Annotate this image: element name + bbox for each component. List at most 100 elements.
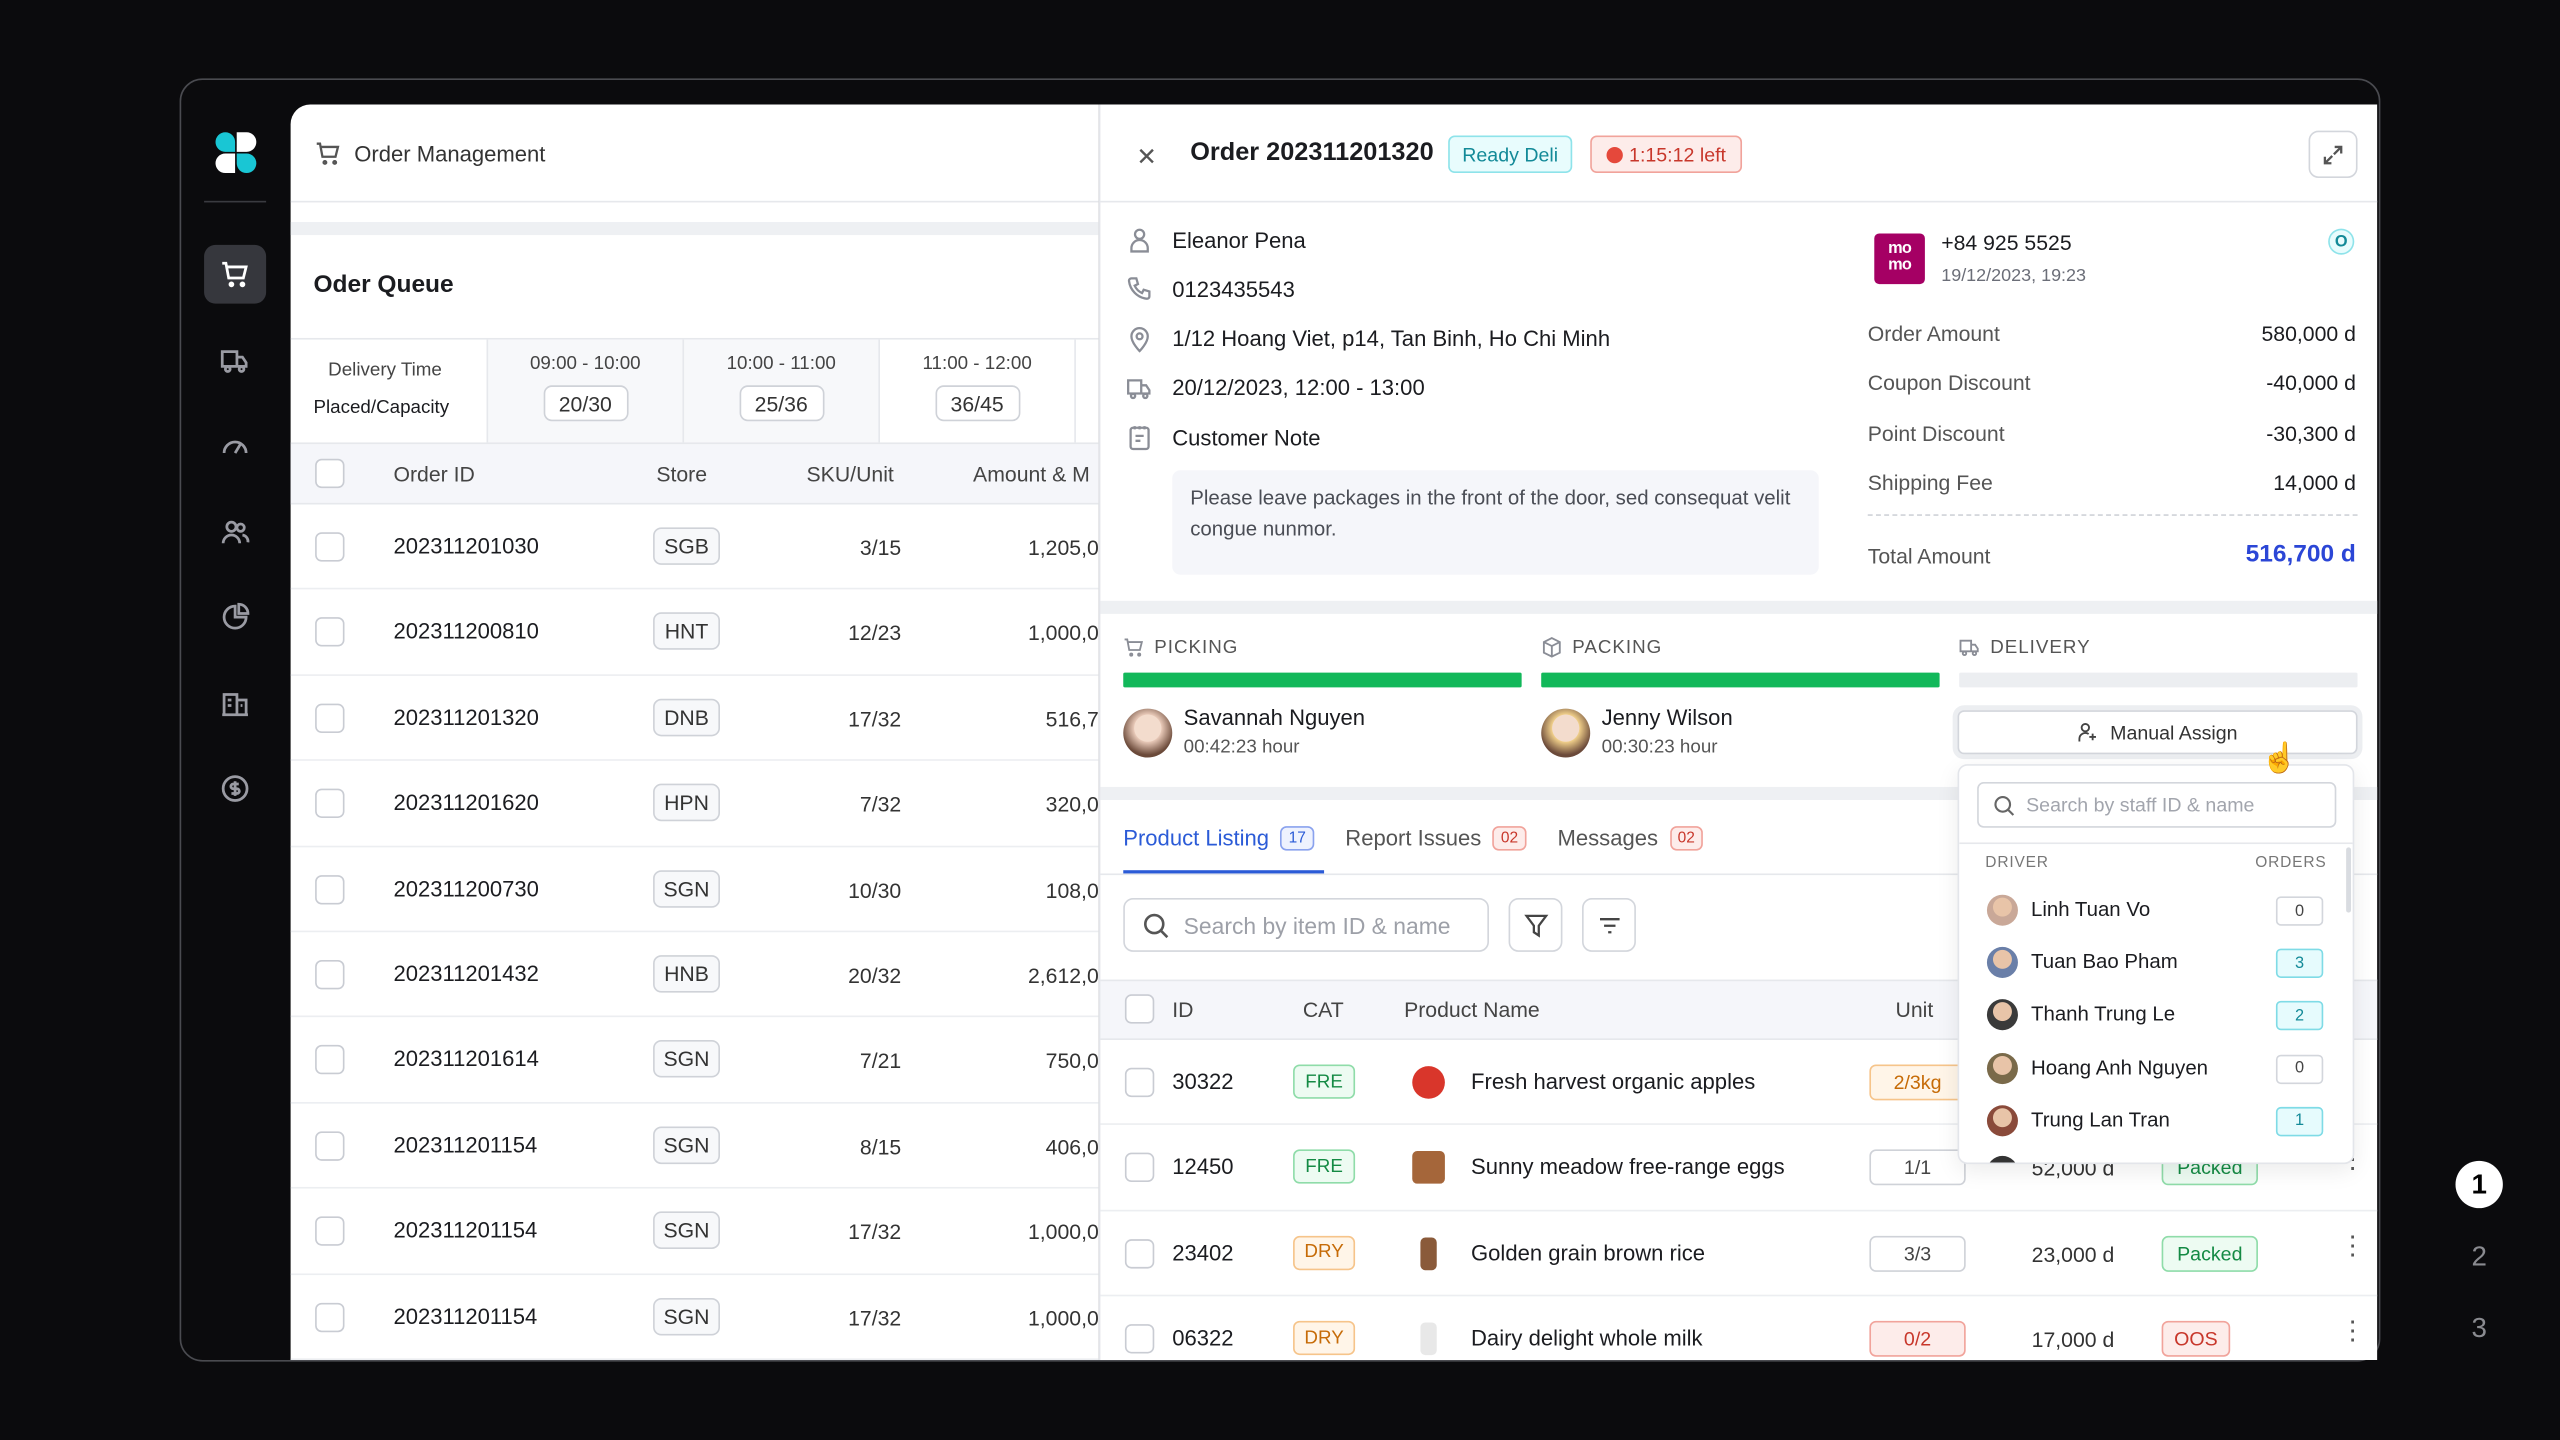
product-status-badge: OOS: [2161, 1321, 2231, 1358]
more-options-icon[interactable]: ⋮: [2339, 1232, 2366, 1261]
product-name: Dairy delight whole milk: [1471, 1326, 1703, 1351]
order-amount: 516,7: [1045, 706, 1099, 732]
col-driver: DRIVER: [1985, 853, 2049, 872]
driver-option[interactable]: Thanh Trung Le 2: [1959, 997, 2343, 1036]
queue-row[interactable]: 202311201154 SGN 8/15 406,0: [290, 1103, 1099, 1189]
row-checkbox[interactable]: [315, 703, 345, 733]
row-checkbox[interactable]: [315, 788, 345, 819]
sidebar-item-dollar[interactable]: [204, 759, 266, 818]
unit-badge: 1/1: [1869, 1150, 1966, 1186]
row-checkbox[interactable]: [1124, 1238, 1155, 1269]
delivery-slot[interactable]: 11:00 - 12:00 36/45: [878, 339, 1074, 443]
product-row[interactable]: 06322 DRY Dairy delight whole milk 0/2 1…: [1100, 1297, 2377, 1360]
order-amount: 2,612,0: [1027, 963, 1099, 988]
sidebar-item-gauge[interactable]: [204, 416, 266, 475]
sidebar-item-pie-chart[interactable]: [204, 588, 266, 647]
row-checkbox[interactable]: [315, 1045, 345, 1075]
staff-search-input[interactable]: Search by staff ID & name: [1977, 782, 2337, 828]
row-checkbox[interactable]: [315, 532, 345, 562]
stage-progress-bar: [1541, 672, 1940, 688]
product-name: Fresh harvest organic apples: [1471, 1069, 1756, 1094]
sidebar-item-cart[interactable]: [204, 244, 267, 304]
sidebar-item-truck[interactable]: [204, 331, 266, 390]
truck-icon: [1959, 639, 1979, 656]
user-icon: [1130, 228, 1149, 253]
row-checkbox[interactable]: [1124, 1067, 1155, 1098]
sku-unit: 17/32: [848, 706, 902, 732]
col-product-name: Product Name: [1404, 997, 1540, 1023]
page-1[interactable]: 1: [2455, 1160, 2503, 1209]
row-checkbox[interactable]: [315, 874, 345, 904]
driver-option[interactable]: Tuan Bao Pham 3: [1959, 944, 2343, 983]
row-checkbox[interactable]: [315, 617, 345, 648]
sku-unit: 7/32: [859, 792, 902, 817]
row-checkbox[interactable]: [315, 1216, 345, 1247]
col-cat: CAT: [1302, 997, 1344, 1023]
queue-row[interactable]: 202311201154 SGN 17/32 1,000,0: [290, 1274, 1099, 1360]
close-icon[interactable]: ✕: [1136, 143, 1157, 172]
row-checkbox[interactable]: [315, 959, 345, 990]
queue-row[interactable]: 202311201620 HPN 7/32 320,0: [290, 761, 1099, 847]
sidebar-item-report[interactable]: [204, 674, 266, 733]
queue-row[interactable]: 202311200730 SGN 10/30 108,0: [290, 847, 1099, 933]
select-all-checkbox[interactable]: [315, 458, 345, 489]
tab-product-listing[interactable]: Product Listing 17: [1123, 826, 1325, 874]
driver-name: Tuan Bao Pham: [2031, 950, 2178, 974]
driver-option[interactable]: Hoang Anh Nguyen 0: [1959, 1049, 2343, 1088]
row-checkbox[interactable]: [1124, 1324, 1155, 1354]
page-title: Order Management: [354, 141, 546, 166]
sort-button[interactable]: [1582, 897, 1636, 952]
order-id: 202311201320: [393, 704, 539, 730]
tab-report-issues[interactable]: Report Issues 02: [1345, 826, 1536, 873]
row-checkbox[interactable]: [315, 1131, 345, 1161]
delivery-slot[interactable]: 09:00 - 10:00 20/30: [486, 339, 683, 443]
stage-duration: 00:30:23 hour: [1601, 737, 1718, 758]
expand-button[interactable]: [2308, 130, 2358, 178]
search-icon: [1994, 795, 2015, 815]
product-row[interactable]: 30322 FRE Fresh harvest organic apples 2…: [1100, 1040, 2378, 1126]
driver-name: Trung Lan Tran: [2031, 1108, 2170, 1132]
queue-row[interactable]: 202311201320 DNB 17/32 516,7: [290, 676, 1099, 762]
queue-row[interactable]: 202311201432 HNB 20/32 2,612,0: [290, 932, 1099, 1018]
box-icon: [1542, 637, 1561, 658]
product-row[interactable]: 23402 DRY Golden grain brown rice 3/3 23…: [1100, 1211, 2378, 1297]
queue-row[interactable]: 202311201614 SGN 7/21 750,0: [290, 1018, 1099, 1104]
delivery-slot[interactable]: 10:00 - 11:00 25/36: [682, 339, 879, 443]
cart-icon: [222, 261, 248, 288]
driver-option[interactable]: Linh Tuan Vo 0: [1959, 891, 2343, 930]
avatar: [1541, 708, 1591, 758]
amount-value: 580,000 d: [2261, 321, 2356, 347]
manual-assign-button[interactable]: Manual Assign: [1957, 710, 2358, 755]
store-badge: HNT: [653, 612, 720, 651]
row-checkbox[interactable]: [1124, 1153, 1155, 1183]
more-options-icon[interactable]: ⋮: [2339, 1317, 2366, 1346]
col-store: Store: [656, 462, 708, 487]
page-2[interactable]: 2: [2471, 1239, 2487, 1272]
queue-row[interactable]: 202311201154 SGN 17/32 1,000,0: [290, 1189, 1099, 1275]
gauge-icon: [222, 440, 248, 454]
driver-name: Linh Tuan Vo: [2031, 897, 2151, 921]
product-image: [1412, 1066, 1445, 1099]
tab-messages[interactable]: Messages 02: [1558, 826, 1710, 873]
queue-row[interactable]: 202311200810 HNT 12/23 1,000,0: [290, 590, 1099, 676]
driver-option[interactable]: Trung Lan Tran 1: [1959, 1102, 2343, 1141]
product-id: 12450: [1172, 1154, 1234, 1180]
queue-row[interactable]: 202311201030 SGB 3/15 1,205,0: [290, 504, 1099, 591]
payer-phone: +84 925 5525: [1941, 230, 2072, 255]
dropdown-scrollbar[interactable]: [2346, 847, 2352, 913]
order-amount: 1,000,0: [1027, 1219, 1099, 1245]
select-all-products-checkbox[interactable]: [1124, 994, 1155, 1024]
product-search-input[interactable]: Search by item ID & name: [1123, 897, 1489, 952]
filter-icon: [1523, 913, 1548, 937]
sidebar-item-users[interactable]: [204, 503, 266, 562]
slot-capacity: 36/45: [934, 385, 1020, 422]
row-checkbox[interactable]: [315, 1302, 345, 1332]
cart-icon: [316, 142, 340, 165]
store-badge: SGN: [653, 869, 720, 908]
amount-value: -30,300 d: [2266, 420, 2356, 446]
page-3[interactable]: 3: [2471, 1311, 2487, 1343]
customer-delivery: 20/12/2023, 12:00 - 13:00: [1127, 375, 1425, 401]
filter-button[interactable]: [1508, 897, 1563, 952]
location-icon: [1130, 326, 1149, 352]
product-image: [1420, 1322, 1437, 1356]
